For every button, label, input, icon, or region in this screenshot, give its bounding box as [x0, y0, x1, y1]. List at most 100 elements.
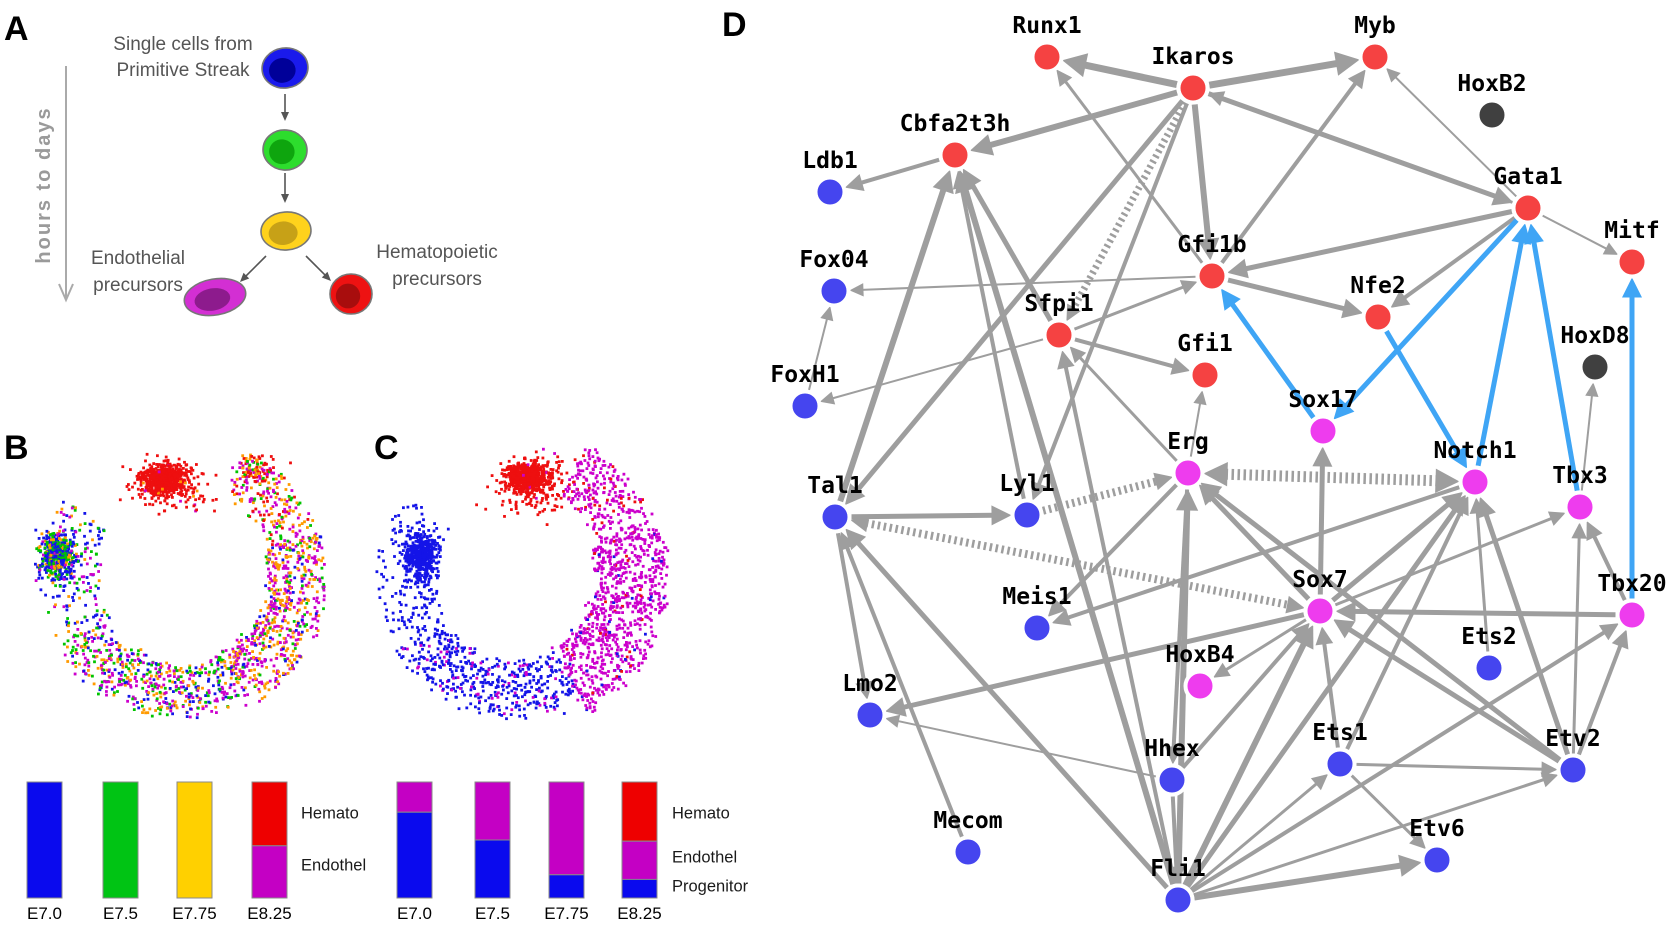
network-edge-Etv2-Tbx3 — [1571, 536, 1581, 754]
network-node-Lmo2 — [853, 698, 887, 732]
network-node-Lyl1 — [1010, 498, 1044, 532]
panel-c-label: C — [374, 429, 399, 467]
endothelial-caption-line2: precursors — [93, 275, 183, 296]
network-node-Notch1 — [1458, 465, 1492, 499]
network-node-label-Gfi1: Gfi1 — [1177, 331, 1232, 357]
intermediate-cell-1 — [262, 129, 308, 171]
network-node-Ldb1 — [813, 175, 847, 209]
network-node-Tbx20 — [1615, 598, 1649, 632]
bar-segment — [474, 839, 511, 899]
network-edge-Erg-Notch1 — [1225, 468, 1438, 487]
network-edge-Erg-Meis1 — [1057, 483, 1178, 607]
network-node-label-Hhex: Hhex — [1144, 736, 1200, 762]
network-node-label-Tbx3: Tbx3 — [1552, 463, 1607, 489]
network-node-Erg — [1171, 456, 1205, 490]
network-edge-Tal1-Lyl1 — [851, 512, 994, 520]
network-edge-Fli1-Tal1 — [855, 540, 1169, 890]
network-node-label-Gata1: Gata1 — [1493, 164, 1562, 190]
network-node-label-HoxB2: HoxB2 — [1457, 71, 1526, 97]
network-node-label-Lyl1: Lyl1 — [999, 471, 1054, 497]
endothelial-caption-line1: Endothelial — [91, 248, 185, 269]
network-node-Sfpi1 — [1042, 318, 1076, 352]
network-node-label-FoxH1: FoxH1 — [770, 362, 839, 388]
network-node-label-Lmo2: Lmo2 — [842, 671, 897, 697]
network-edge-Etv2-Tbx20 — [1577, 643, 1623, 756]
network-edge-Ets2-Notch1 — [1475, 511, 1490, 652]
bar-segment — [396, 781, 433, 813]
panel-a-label: A — [4, 10, 29, 48]
hematopoietic-precursor-cell — [329, 273, 373, 315]
network-edge-Sox7-Erg — [1209, 495, 1311, 601]
network-node-label-Notch1: Notch1 — [1433, 438, 1516, 464]
legend-label: Progenitor — [672, 877, 749, 895]
network-edge-Fli1-Tbx20 — [1190, 630, 1607, 893]
network-node-label-Meis1: Meis1 — [1002, 584, 1071, 610]
network-node-HoxD8 — [1578, 350, 1612, 384]
network-node-label-Sox7: Sox7 — [1292, 567, 1347, 593]
network-node-label-Mecom: Mecom — [933, 808, 1002, 834]
network-edge-Ikaros-Myb — [1208, 59, 1339, 89]
network-node-Gata1 — [1511, 191, 1545, 225]
network-node-label-Tbx20: Tbx20 — [1597, 571, 1666, 597]
network-node-label-HoxB4: HoxB4 — [1165, 642, 1234, 668]
network-edge-Tbx3-Gata1 — [1531, 240, 1580, 492]
network-node-Ikaros — [1176, 71, 1210, 105]
network-edge-Fli1-Ets1 — [1189, 781, 1319, 891]
network-edge-Sox7-Sox17 — [1317, 464, 1325, 595]
network-edge-Gfi1b-Nfe2 — [1227, 277, 1347, 312]
network-edges — [808, 51, 1642, 901]
network-node-label-Cbfa2t3h: Cbfa2t3h — [900, 111, 1011, 137]
bar-segment — [621, 840, 658, 881]
network-node-label-Fli1: Fli1 — [1150, 856, 1205, 882]
network-edge-Gata1-Myb — [1393, 75, 1518, 198]
network-edge-Fli1-Etv2 — [1193, 777, 1546, 897]
network-edge-Tal1-Cbfa2t3h — [837, 187, 947, 503]
network-node-Mitf — [1615, 245, 1649, 279]
network-edge-Sox17-Gfi1b — [1229, 301, 1316, 420]
bar-segment — [176, 781, 213, 899]
endothelial-precursor-cell — [183, 277, 247, 317]
network-edge-Ets1-Etv6 — [1350, 774, 1418, 841]
network-node-Myb — [1358, 40, 1392, 74]
network-node-Nfe2 — [1361, 300, 1395, 334]
network-edge-Fli1-Notch1 — [1185, 507, 1458, 888]
network-edge-Tbx20-Sox7 — [1353, 608, 1616, 618]
primitive-streak-cell — [261, 47, 309, 89]
network-edge-Ikaros-Runx1 — [1082, 61, 1178, 89]
legend-label: Endothel — [301, 857, 366, 875]
bar-tick-label: E7.75 — [172, 904, 216, 923]
network-node-label-Fox04: Fox04 — [799, 247, 868, 273]
celltype-composition-barchart: E7.0 E7.5 E7.75 E8.25 Hemato Endothel Progenit… — [396, 781, 749, 923]
network-edge-Gfi1b-Myb — [1220, 81, 1358, 264]
tsne-scatter-by-celltype — [375, 447, 670, 721]
bar-segment — [26, 781, 63, 899]
network-node-label-Etv2: Etv2 — [1545, 726, 1600, 752]
differentiation-schematic — [58, 47, 373, 317]
bar-segment — [548, 874, 585, 899]
network-node-labels: Runx1 Ikaros Myb HoxB2 Cbfa2t3h Ldb1 Gata1 Mitf… — [770, 13, 1666, 882]
bar-segment — [251, 845, 288, 899]
network-node-Tbx3 — [1563, 490, 1597, 524]
network-node-Sox7 — [1303, 594, 1337, 628]
bar-segment — [396, 811, 433, 899]
network-node-label-Sfpi1: Sfpi1 — [1024, 291, 1093, 317]
network-node-Hhex — [1155, 763, 1189, 797]
network-node-label-Etv6: Etv6 — [1409, 816, 1464, 842]
network-edge-Erg-Sfpi1 — [1078, 355, 1178, 462]
network-edge-Sox7-HoxB4 — [1224, 618, 1307, 672]
network-node-Tal1 — [818, 500, 852, 534]
network-edge-Ikaros-Gfi1b — [1191, 104, 1212, 242]
primitive-streak-caption-line2: Primitive Streak — [116, 60, 250, 81]
network-node-Fli1 — [1161, 883, 1195, 917]
network-edge-Erg-Hhex — [1171, 489, 1190, 749]
network-node-label-HoxD8: HoxD8 — [1560, 323, 1629, 349]
network-edge-Tal1-Lmo2 — [835, 532, 867, 685]
panel-b-label: B — [4, 429, 29, 467]
bar-tick-label: E7.0 — [397, 904, 432, 923]
network-node-label-Ldb1: Ldb1 — [802, 148, 857, 174]
network-node-Ets2 — [1472, 651, 1506, 685]
network-node-label-Ets2: Ets2 — [1461, 624, 1516, 650]
hematopoietic-caption-line1: Hematopoietic — [376, 242, 497, 263]
bar-tick-label: E8.25 — [247, 904, 291, 923]
network-edge-Hhex-Sox7 — [1181, 633, 1301, 769]
